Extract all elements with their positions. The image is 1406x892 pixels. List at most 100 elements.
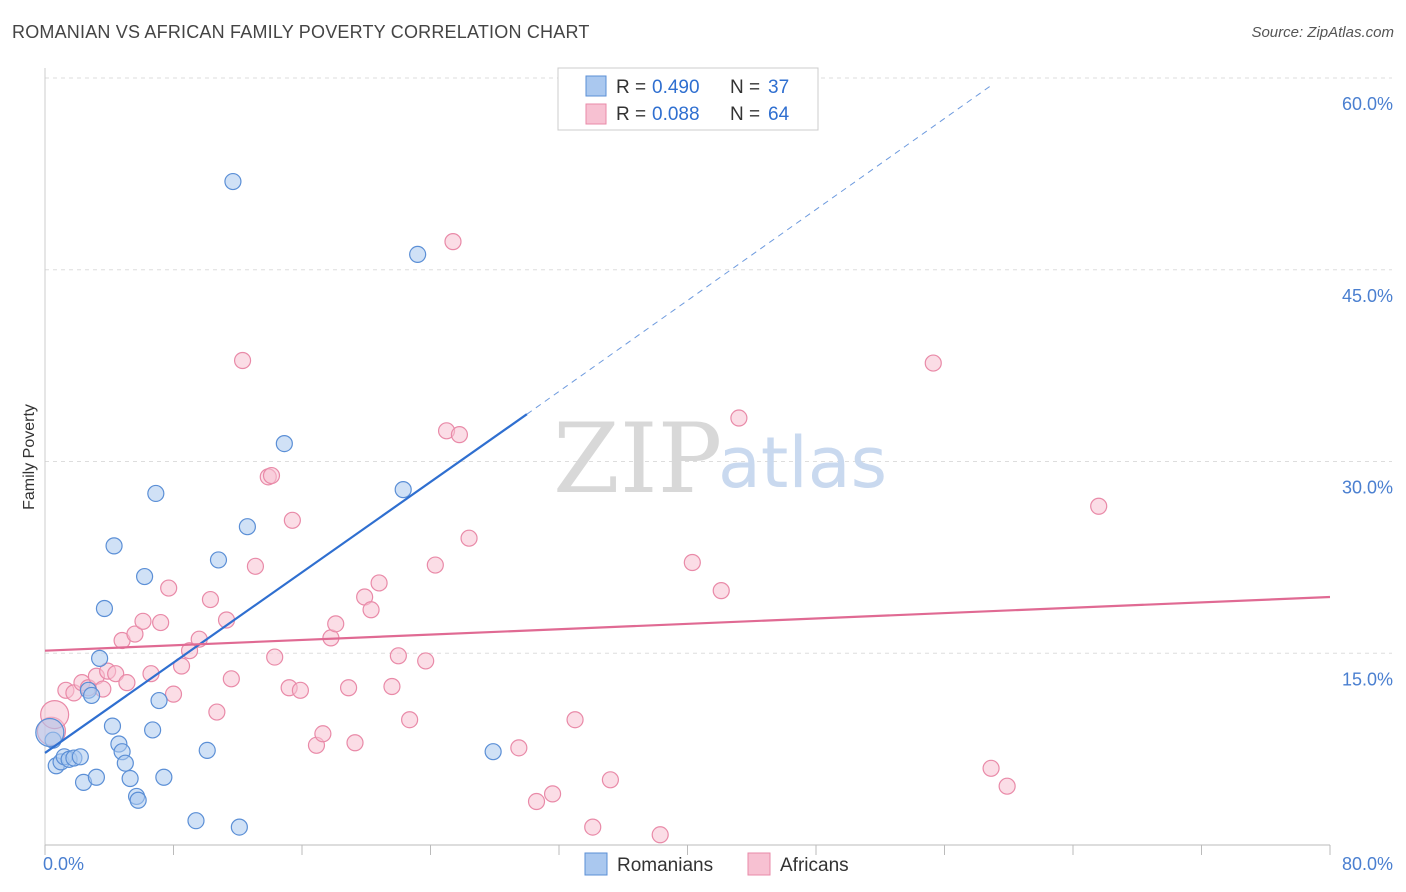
romanian-point-26 (187, 812, 205, 830)
african-point-26 (246, 557, 265, 575)
african-point-37 (339, 679, 358, 697)
romanian-point-22 (144, 721, 162, 739)
y-tick-label-0: 15.0% (1342, 669, 1393, 689)
bottom-legend-romanians: Romanians (617, 855, 713, 876)
african-point-29 (266, 648, 284, 666)
legend: R = 0.490 N = 37 R = 0.088 N = 64 (557, 67, 819, 131)
y-tick-labels: 15.0% 30.0% 45.0% 60.0% (1342, 94, 1393, 689)
legend-r-label-2: R = (616, 104, 646, 125)
africans-points (36, 233, 1108, 844)
african-point-54 (566, 711, 584, 729)
romanian-point-36 (35, 717, 65, 748)
source-label: Source: ZipAtlas.com (1251, 24, 1394, 41)
african-point-51 (510, 739, 528, 757)
chart-title: ROMANIAN VS AFRICAN FAMILY POVERTY CORRE… (12, 22, 590, 42)
african-point-22 (208, 703, 226, 721)
romanian-point-30 (230, 818, 248, 836)
legend-n-value-2: 64 (768, 104, 790, 125)
x-tick-label-1: 80.0% (1342, 854, 1393, 874)
romanian-point-31 (238, 518, 256, 536)
romanian-point-27 (198, 741, 216, 760)
african-point-31 (283, 511, 301, 529)
african-point-59 (712, 582, 730, 600)
africans-trend-line (44, 595, 1331, 652)
african-point-45 (417, 652, 435, 670)
y-tick-label-2: 45.0% (1342, 286, 1393, 306)
legend-swatch-africans (585, 103, 607, 125)
x-tick-labels: 0.0% 80.0% (43, 854, 1393, 874)
african-point-15 (152, 613, 170, 632)
african-point-61 (924, 354, 942, 372)
romanian-point-10 (87, 768, 106, 786)
african-point-12 (126, 625, 144, 643)
african-point-40 (362, 601, 380, 619)
african-point-17 (164, 685, 183, 703)
romanian-point-13 (103, 717, 122, 735)
series-legend: Romanians Africans (584, 852, 849, 876)
legend-r-label-1: R = (616, 77, 646, 98)
african-point-34 (314, 725, 332, 743)
african-point-53 (543, 785, 562, 803)
african-point-63 (998, 777, 1016, 795)
romanian-point-28 (209, 551, 228, 569)
african-point-44 (401, 711, 419, 729)
african-point-16 (160, 579, 178, 597)
romanian-point-20 (129, 791, 147, 809)
african-point-36 (327, 615, 345, 633)
romanians-trend-line (44, 413, 528, 754)
legend-r-value-1: 0.490 (652, 77, 700, 98)
y-axis-label: Family Poverty (21, 404, 38, 510)
romanian-point-11 (91, 649, 109, 667)
african-point-57 (651, 826, 669, 844)
watermark-atlas: atlas (718, 422, 887, 504)
legend-n-label-2: N = (730, 104, 760, 125)
bottom-legend-swatch-romanians (584, 852, 608, 876)
african-point-58 (683, 553, 701, 572)
african-point-43 (389, 647, 407, 665)
romanian-point-34 (409, 245, 427, 264)
y-tick-label-3: 60.0% (1342, 94, 1393, 114)
bottom-legend-swatch-africans (747, 852, 771, 876)
african-point-21 (201, 590, 220, 609)
romanian-point-33 (394, 481, 412, 499)
watermark: ZIP atlas (553, 403, 887, 515)
romanian-point-25 (155, 768, 173, 786)
african-point-62 (982, 759, 1000, 777)
romanian-point-12 (95, 599, 114, 618)
trend-lines (44, 83, 1331, 754)
african-point-11 (118, 674, 136, 692)
legend-n-value-1: 37 (768, 77, 789, 98)
romanian-point-24 (150, 691, 168, 710)
romanian-point-17 (116, 754, 134, 772)
african-point-25 (233, 351, 252, 370)
romanian-point-18 (121, 769, 139, 788)
legend-swatch-romanians (585, 75, 607, 97)
african-point-60 (730, 409, 748, 427)
african-point-49 (450, 426, 469, 444)
romanian-point-9 (82, 686, 101, 705)
romanian-point-29 (224, 172, 242, 191)
african-point-42 (383, 677, 401, 696)
bottom-legend-africans: Africans (780, 855, 849, 876)
romanian-point-32 (275, 435, 293, 453)
romanian-point-6 (71, 748, 89, 766)
african-point-13 (134, 612, 152, 630)
african-point-48 (444, 233, 462, 251)
african-point-32 (291, 681, 309, 699)
african-point-41 (370, 574, 388, 592)
african-point-9 (107, 665, 125, 683)
african-point-52 (527, 792, 546, 811)
romanian-point-21 (135, 567, 154, 586)
african-point-24 (222, 670, 240, 688)
romanian-point-23 (147, 484, 165, 503)
legend-n-label-1: N = (730, 77, 760, 98)
african-point-28 (262, 466, 281, 485)
romanians-trend-extension (526, 83, 993, 415)
legend-r-value-2: 0.088 (652, 104, 700, 125)
african-point-50 (460, 529, 478, 547)
romanian-point-14 (105, 537, 123, 555)
african-point-38 (346, 734, 364, 752)
african-point-46 (426, 556, 444, 574)
african-point-56 (601, 771, 620, 789)
